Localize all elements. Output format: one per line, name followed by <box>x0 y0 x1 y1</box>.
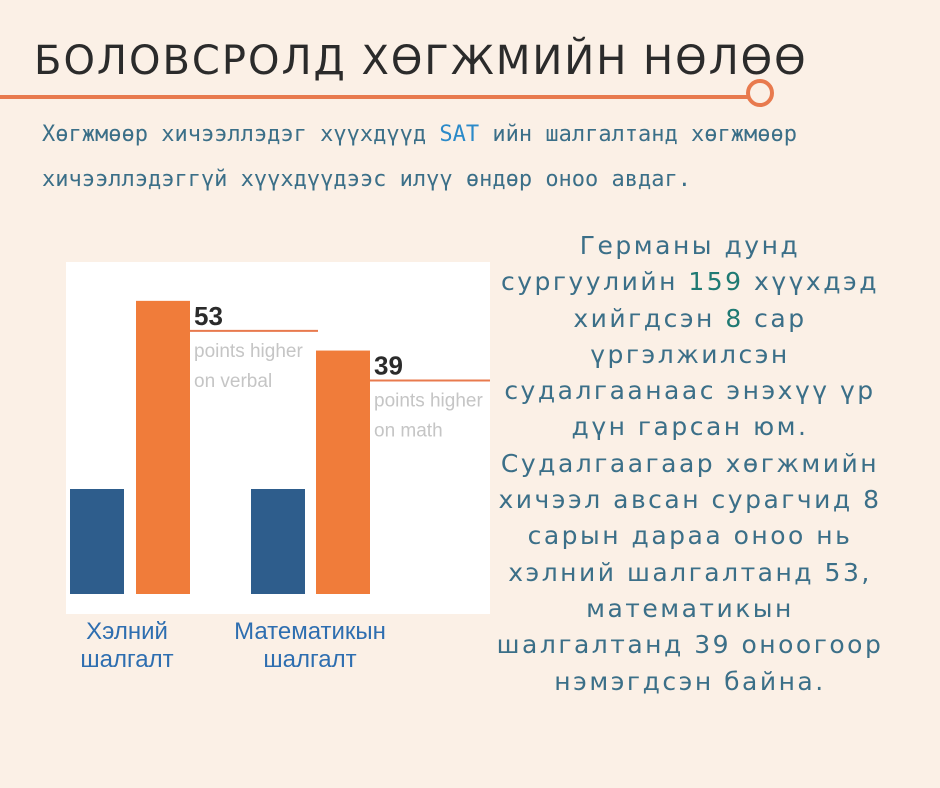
study-text-part2: хүүхдэд хийгдсэн <box>573 267 880 333</box>
study-description: Германы дунд сургуулийн 159 хүүхдэд хийг… <box>490 228 890 700</box>
page-title: БОЛОВСРОЛД ХӨГЖМИЙН НӨЛӨӨ <box>34 38 808 84</box>
study-text-part1: Германы дунд сургуулийн <box>500 231 801 297</box>
study-text-part3: сар үргэлжилсэн судалгаанаас энэхүү үр д… <box>496 303 884 696</box>
study-month-count: 8 <box>725 303 744 333</box>
intro-text-highlight: SAT <box>439 122 480 147</box>
annotation-text-1-0: points higher <box>374 391 483 412</box>
category-label-verbal-line1: Хэлний <box>86 618 168 645</box>
intro-text-part2: ийн шалгалтанд хөгжмөөр хичээллэдэггүй х… <box>42 122 797 192</box>
category-label-verbal: Хэлний шалгалт <box>32 618 222 674</box>
chart-panel: 53 points higher on verbal 39 points higher o… <box>66 262 490 614</box>
title-underline <box>0 95 748 99</box>
annotation-value-1: 39 <box>374 351 403 381</box>
bar-music-0 <box>136 300 190 594</box>
category-label-math-line1: Математикын <box>234 618 386 645</box>
category-label-verbal-line2: шалгалт <box>80 646 174 673</box>
bar-baseline-0 <box>70 489 124 594</box>
intro-text-part1: Хөгжмөөр хичээллэдэг хүүхдүүд <box>42 122 440 147</box>
bar-music-1 <box>316 350 370 594</box>
annotation-text-0-0: points higher <box>194 341 303 362</box>
annotation-value-0: 53 <box>194 301 223 331</box>
study-student-count: 159 <box>688 267 744 297</box>
title-circle-ornament <box>746 79 774 107</box>
bar-baseline-1 <box>251 489 305 594</box>
category-label-math: Математикын шалгалт <box>215 618 405 674</box>
annotation-text-1-1: on math <box>374 421 443 442</box>
category-label-math-line2: шалгалт <box>263 646 357 673</box>
annotation-text-0-1: on verbal <box>194 371 272 392</box>
intro-text: Хөгжмөөр хичээллэдэг хүүхдүүд SAT ийн ша… <box>42 112 892 202</box>
bar-chart: 53 points higher on verbal 39 points higher o… <box>70 300 490 594</box>
